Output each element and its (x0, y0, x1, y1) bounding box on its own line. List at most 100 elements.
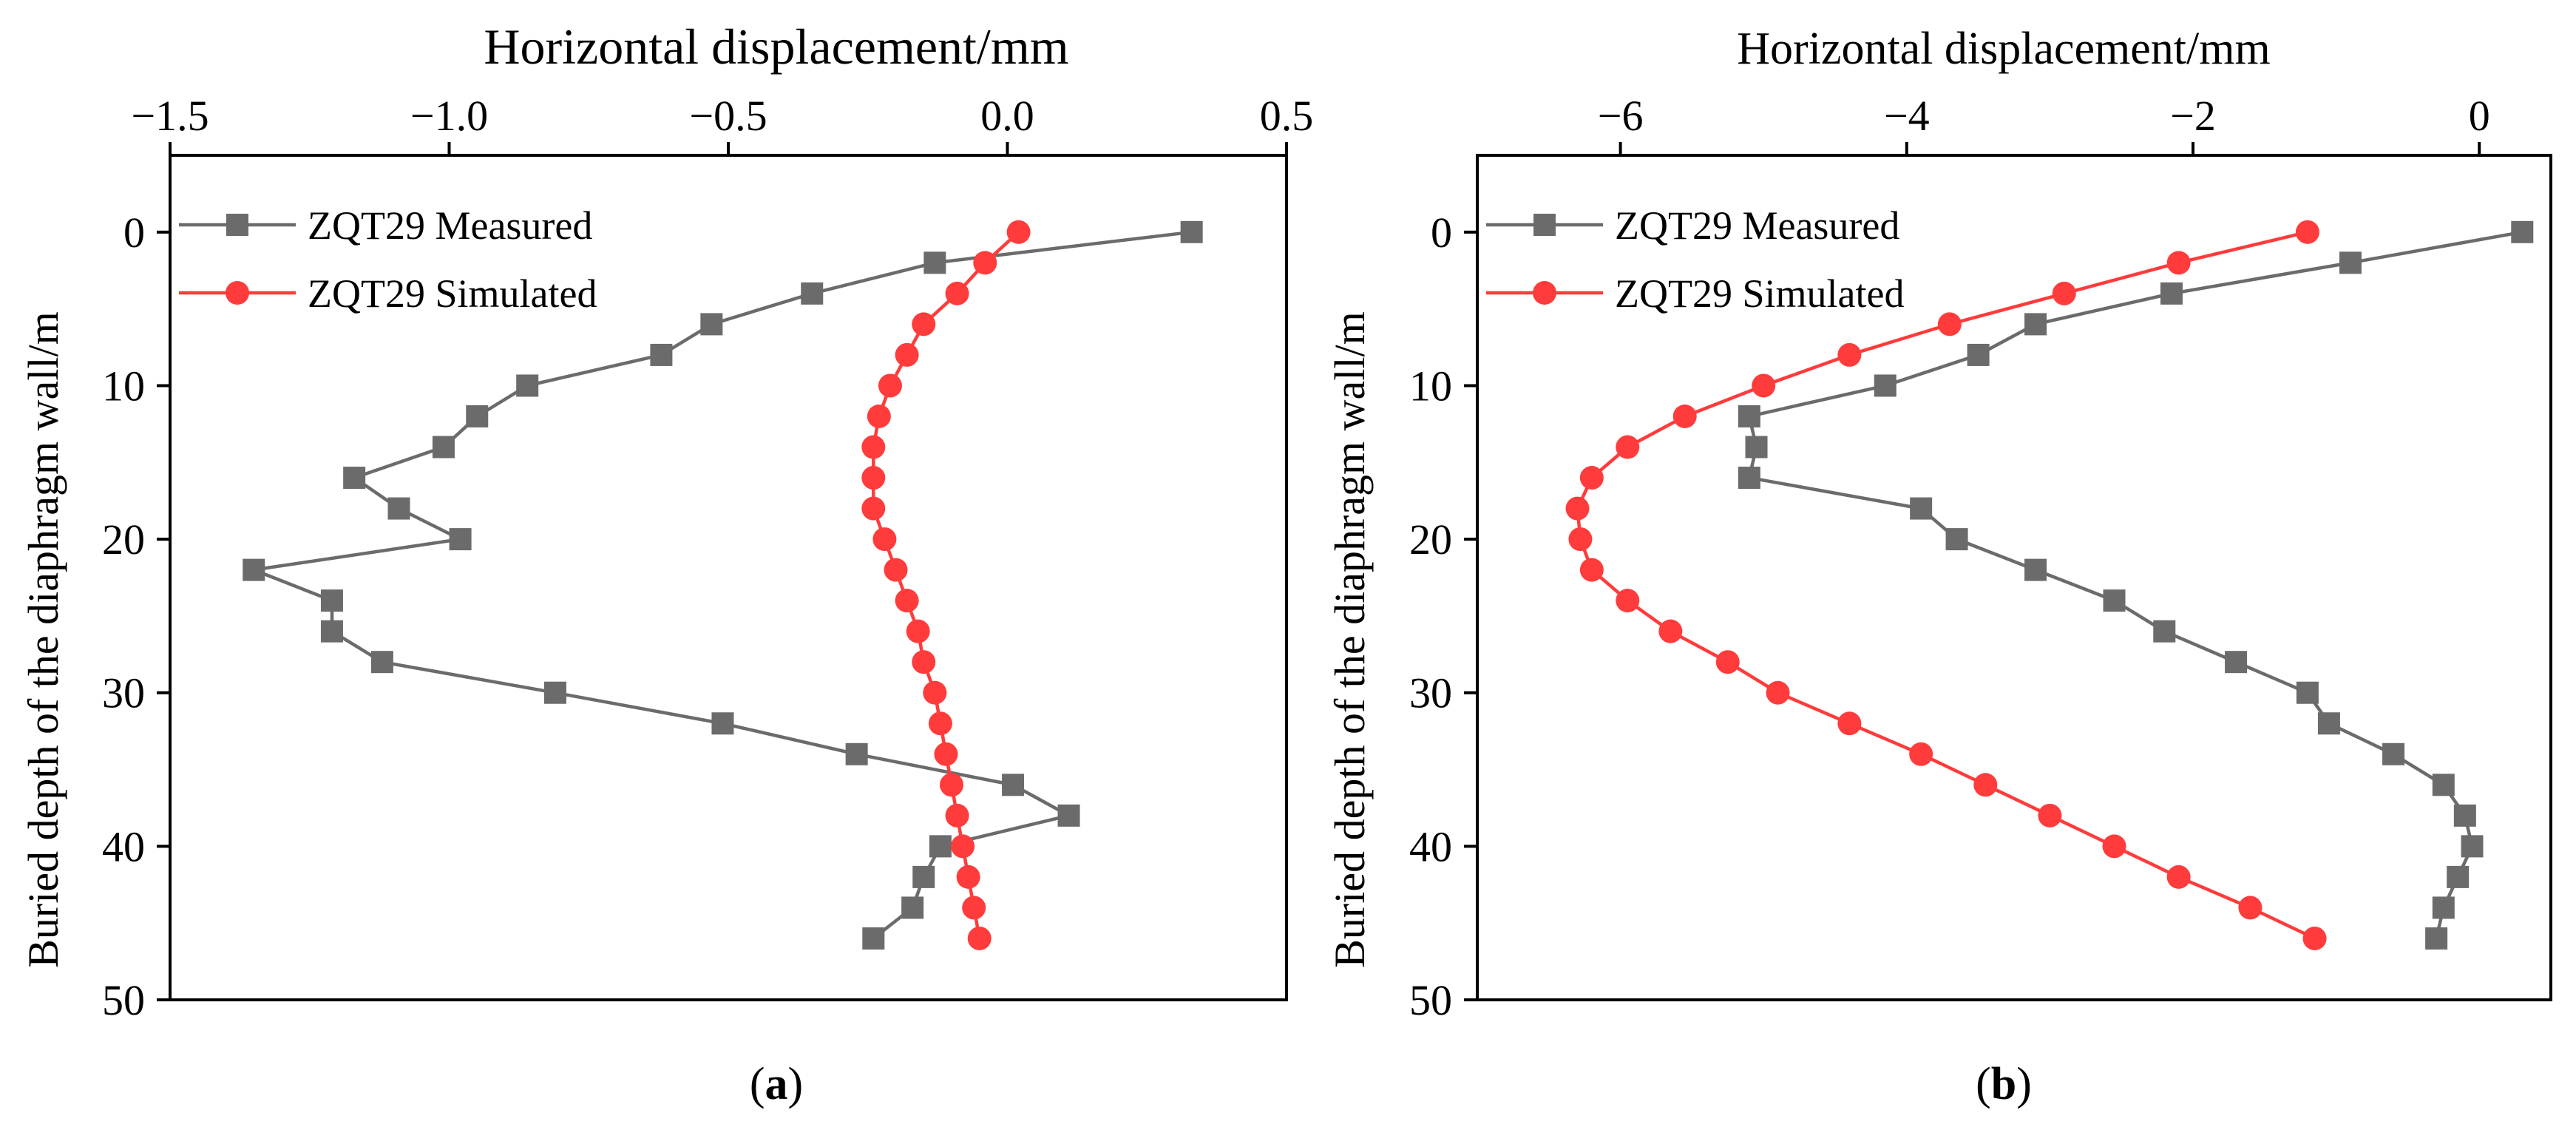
chart-b-simulated-point (2166, 865, 2191, 889)
chart-a-measured-point (243, 558, 265, 581)
chart-a-measured-point (650, 343, 673, 366)
chart-a-y-axis-label: Buried depth of the diaphragm wall/m (19, 311, 67, 968)
chart-b-simulated-point (1579, 558, 1604, 582)
chart-b-simulated-point (2302, 926, 2327, 950)
chart-b-measured-point (2425, 927, 2448, 950)
chart-b-measured-point (2024, 558, 2047, 581)
chart-a-measured-point (320, 589, 343, 612)
chart-a-y-tick-label: 30 (102, 669, 145, 717)
chart-a-simulated-point (895, 589, 919, 613)
chart-a-measured-point (516, 374, 539, 397)
chart-a-measured-point (862, 927, 885, 950)
chart-b-panel-label: (b) (1976, 1059, 2032, 1109)
chart-panel-b: Horizontal displacement/mm Buried depth … (1326, 24, 2552, 1109)
chart-b-x-tick-label: −6 (1598, 92, 1644, 140)
chart-a-simulated-point (867, 404, 891, 428)
chart-a-y-tick-label: 40 (102, 822, 145, 870)
chart-b-measured-point (2103, 589, 2126, 612)
chart-b-measured-point (2024, 313, 2047, 336)
chart-a-y-tick-label: 0 (123, 209, 145, 257)
chart-b-legend-simulated-marker (1533, 281, 1556, 305)
chart-b-simulated-point (1616, 435, 1640, 459)
chart-a-simulated-point (884, 558, 908, 582)
chart-b-simulated-point (2052, 281, 2076, 305)
chart-a-legend-simulated-marker (226, 281, 249, 305)
chart-a-legend: ZQT29 Measured ZQT29 Simulated (179, 203, 597, 316)
chart-a-simulated-point (912, 312, 936, 336)
chart-b-measured-point (2339, 251, 2362, 274)
chart-b-measured-point (2382, 742, 2405, 765)
chart-b-series (1565, 220, 2534, 950)
chart-a-measured-point (343, 467, 366, 490)
chart-b-measured-point (1874, 374, 1897, 397)
chart-b-simulated-point (1909, 742, 1933, 766)
chart-a-measured-point (370, 651, 393, 674)
chart-b-measured-point (2225, 651, 2248, 674)
chart-a-measured-point (449, 528, 472, 551)
chart-b-simulated-point (1837, 342, 1862, 367)
chart-a-legend-measured-label: ZQT29 Measured (308, 203, 592, 248)
chart-b-x-tick-label: 0 (2469, 92, 2490, 140)
chart-a-simulated-point (945, 803, 969, 828)
chart-b-x-tick-label: −4 (1884, 92, 1930, 140)
chart-a-simulated-point (962, 896, 986, 920)
chart-a-panel-label: (a) (750, 1059, 803, 1109)
chart-a-simulated-point (967, 926, 992, 950)
chart-a-simulated-point (895, 342, 919, 367)
chart-a-simulated-point (956, 865, 980, 889)
chart-b-measured-point (2317, 712, 2340, 735)
chart-a-x-tick-label: 0.0 (980, 92, 1034, 140)
chart-a-simulated-point (861, 496, 886, 521)
chart-a-measured-point (1002, 774, 1025, 796)
chart-a-simulated-point (973, 251, 997, 275)
chart-b-simulated-point (1752, 373, 1776, 398)
chart-b-simulated-point (2238, 896, 2263, 920)
chart-a-measured-point (1180, 220, 1203, 243)
chart-b-simulated-point (1616, 589, 1640, 613)
chart-a-x-tick-label: 0.5 (1260, 92, 1314, 140)
chart-b-x-tick-label: −2 (2170, 92, 2216, 140)
chart-b-legend-simulated-label: ZQT29 Simulated (1615, 271, 1904, 316)
chart-b-y-axis-label: Buried depth of the diaphragm wall/m (1326, 311, 1374, 968)
chart-a-x-tick-label: −1.0 (410, 92, 488, 140)
chart-b-simulated-point (1973, 773, 1998, 797)
chart-b-measured-point (1910, 497, 1933, 520)
chart-b-measured-point (1738, 467, 1760, 490)
chart-b-measured-point (2511, 220, 2534, 243)
chart-b-simulated-point (2295, 220, 2319, 244)
chart-panel-a: Horizontal displacement/mm Buried depth … (19, 18, 1313, 1109)
chart-b-measured-point (1745, 436, 1768, 459)
chart-b-simulated-point (1579, 466, 1604, 490)
chart-a-legend-measured-marker (226, 214, 248, 236)
chart-a-simulated-point (878, 373, 902, 398)
chart-a-measured-point (1057, 804, 1080, 827)
chart-b-measured-point (2153, 620, 2176, 643)
chart-a-measured-point (700, 313, 723, 336)
chart-a-x-tick-label: −1.5 (131, 92, 209, 140)
chart-b-y-tick-label: 0 (1431, 209, 1452, 257)
chart-b-legend-measured-label: ZQT29 Measured (1615, 203, 1899, 248)
chart-a-measured-line (247, 230, 1192, 940)
chart-a-simulated-point (861, 435, 886, 459)
chart-b-simulated-point (1715, 650, 1740, 674)
chart-b-simulated-point (2166, 251, 2191, 275)
chart-a-measured-point (466, 405, 489, 427)
chart-a-measured-point (387, 497, 410, 520)
chart-a-series (243, 220, 1203, 950)
chart-a-measured-point (923, 251, 946, 274)
chart-b-legend: ZQT29 Measured ZQT29 Simulated (1486, 203, 1904, 316)
chart-b-axes: −6 −4 −2 0 0 10 20 30 40 50 (1409, 92, 2552, 1024)
chart-b-y-tick-label: 30 (1409, 669, 1452, 717)
chart-a-x-tick-label: −0.5 (689, 92, 767, 140)
chart-b-title: Horizontal displacement/mm (1737, 24, 2270, 74)
chart-b-y-tick-label: 20 (1409, 515, 1452, 564)
chart-b-simulated-point (1837, 711, 1862, 736)
chart-b-measured-point (2461, 835, 2484, 858)
chart-b-measured-point (2453, 804, 2476, 827)
chart-a-legend-simulated-label: ZQT29 Simulated (308, 271, 597, 316)
chart-a-simulated-point (928, 711, 952, 736)
chart-a-y-tick-label: 50 (102, 976, 145, 1024)
chart-a-measured-point (543, 681, 566, 704)
chart-b-frame (1476, 154, 2552, 1001)
